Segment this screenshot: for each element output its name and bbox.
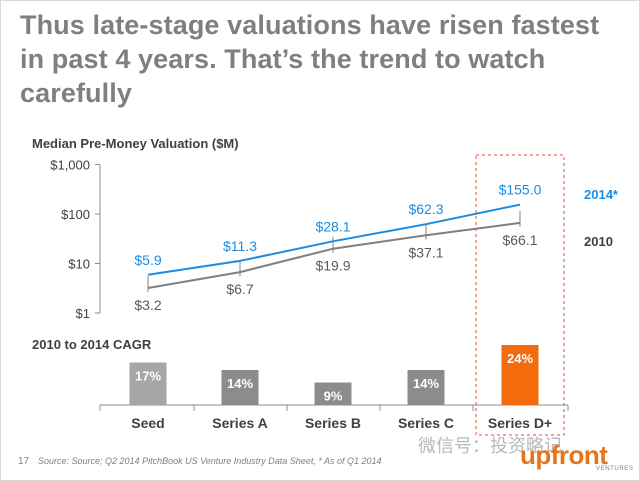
label-2010-point: $37.1 [408, 244, 443, 260]
y-axis-tick-label: $1 [76, 306, 90, 321]
label-2010-point: $66.1 [502, 232, 537, 248]
label-2014-point: $155.0 [499, 182, 542, 198]
label-2010-point: $19.9 [315, 258, 350, 274]
x-axis-category-label: Series C [398, 415, 454, 431]
page-number: 17 [18, 456, 30, 467]
cagr-bar-label: 9% [324, 389, 343, 404]
cagr-bar-label: 17% [135, 369, 161, 384]
cagr-bar [501, 345, 539, 405]
label-2014-point: $5.9 [134, 252, 161, 268]
y-axis-tick-label: $100 [61, 207, 90, 222]
label-2014-point: $11.3 [223, 238, 257, 254]
cagr-bar [129, 362, 167, 405]
label-2010-point: $6.7 [226, 281, 253, 297]
title-line-2: in past 4 years. That’s the trend to wat… [20, 44, 546, 74]
cagr-bar-label: 14% [413, 376, 439, 391]
label-2014-point: $28.1 [315, 218, 350, 234]
label-2010-point: $3.2 [134, 297, 161, 313]
x-axis-category-label: Series B [305, 415, 361, 431]
brand-logo-sub: VENTURES [596, 466, 634, 472]
cagr-bar [221, 370, 259, 405]
x-axis-category-label: Series D+ [488, 415, 552, 431]
cagr-bar [314, 382, 352, 405]
cagr-bar-label: 24% [507, 351, 533, 366]
x-axis-category-label: Series A [212, 415, 268, 431]
series-d-highlight-box [475, 154, 565, 436]
cagr-bar [407, 370, 445, 405]
line-chart-title: Median Pre-Money Valuation ($M) [32, 136, 239, 151]
cagr-bar-label: 14% [227, 376, 253, 391]
slide-title: Thus late-stage valuations have risen fa… [20, 8, 630, 110]
title-line-3: carefully [20, 78, 132, 108]
cagr-chart-title: 2010 to 2014 CAGR [32, 337, 152, 352]
legend-2010: 2010 [584, 234, 613, 249]
watermark-text: 微信号：投资略记 [418, 436, 562, 456]
x-axis-category-label: Seed [131, 415, 164, 431]
title-line-1: Thus late-stage valuations have risen fa… [20, 10, 600, 40]
y-axis-tick-label: $1,000 [50, 158, 90, 173]
legend-2014: 2014* [584, 187, 619, 202]
y-axis-tick-label: $10 [68, 257, 90, 272]
source-note: Source: Source; Q2 2014 PitchBook US Ven… [38, 456, 382, 466]
label-2014-point: $62.3 [408, 201, 443, 217]
brand-logo: upfront [520, 440, 608, 470]
